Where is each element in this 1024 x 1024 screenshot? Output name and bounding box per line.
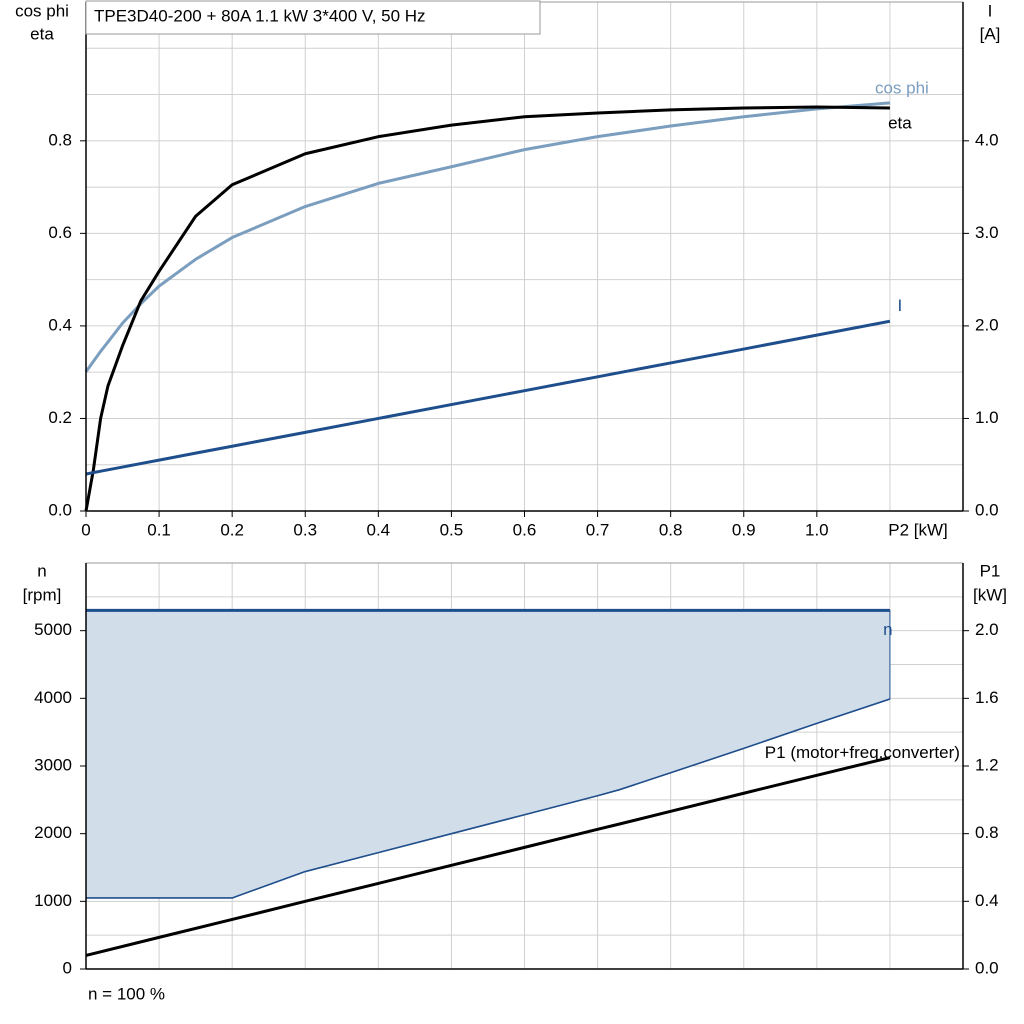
x-tick-label: 0.8 [659, 520, 683, 539]
x-tick-label: 0.9 [732, 520, 756, 539]
series-label: P1 (motor+freq.converter) [765, 743, 960, 762]
series-line [85, 319, 891, 476]
x-axis-label: P2 [kW] [888, 520, 948, 539]
y-tick-label: 4000 [34, 688, 72, 707]
series-line [84, 101, 891, 373]
series-line [84, 105, 890, 512]
x-tick-label: 0.6 [513, 520, 537, 539]
y2-axis-label: [A] [980, 24, 1001, 43]
y-tick-label: 3000 [34, 755, 72, 774]
annotation: n = 100 % [88, 984, 165, 1003]
y-tick-label: 0.6 [48, 223, 72, 242]
y2-tick-label: 2.0 [975, 315, 999, 334]
chart-title: TPE3D40-200 + 80A 1.1 kW 3*400 V, 50 Hz [94, 6, 426, 25]
x-tick-label: 0.3 [293, 520, 317, 539]
series-label: n [883, 620, 892, 639]
x-tick-label: 0.7 [586, 520, 610, 539]
x-tick-label: 0.5 [440, 520, 464, 539]
y2-axis-label: [kW] [973, 585, 1007, 604]
y-tick-label: 0.0 [48, 500, 72, 519]
y-tick-label: 0.4 [48, 315, 72, 334]
series-line [85, 756, 891, 957]
title-box [85, 0, 541, 35]
y2-tick-label: 0.8 [975, 823, 999, 842]
y2-tick-label: 1.0 [975, 408, 999, 427]
y2-tick-label: 0.0 [975, 958, 999, 977]
y-tick-label: 0.8 [48, 130, 72, 149]
y2-tick-label: 4.0 [975, 130, 999, 149]
y-tick-label: 1000 [34, 891, 72, 910]
y2-tick-label: 2.0 [975, 620, 999, 639]
series-label: cos phi [875, 78, 929, 97]
y2-tick-label: 0.0 [975, 500, 999, 519]
y-tick-label: 0.2 [48, 408, 72, 427]
y2-tick-label: 3.0 [975, 223, 999, 242]
x-tick-label: 0.1 [147, 520, 171, 539]
y2-tick-label: 1.2 [975, 755, 999, 774]
axis-layer: 0.0 0.2 0.4 0.6 0.8 0.0 1.0 2.0 3.0 4.0 0 0.1 0.2 0.3… [15, 1, 1007, 1003]
y-tick-label: 2000 [34, 823, 72, 842]
series-line [86, 698, 891, 899]
data-layer: cos phi eta In P1 (motor+freq.converter) [84, 78, 960, 957]
x-tick-label: 0.4 [367, 520, 391, 539]
x-tick-label: 0.2 [220, 520, 244, 539]
y2-tick-label: 0.4 [975, 891, 999, 910]
y-tick-label: 0 [63, 958, 72, 977]
series-label: eta [888, 113, 912, 132]
y-axis-label: cos phi [15, 1, 69, 20]
y2-tick-label: 1.6 [975, 688, 999, 707]
y2-axis-label: I [988, 1, 993, 20]
y-axis-label: eta [30, 24, 54, 43]
series-label: I [898, 296, 903, 315]
x-tick-label: 0 [81, 520, 90, 539]
y-axis-label: [rpm] [23, 585, 62, 604]
y-axis-label: n [37, 561, 46, 580]
y-tick-label: 5000 [34, 620, 72, 639]
y2-axis-label: P1 [980, 561, 1001, 580]
x-tick-label: 1.0 [805, 520, 829, 539]
